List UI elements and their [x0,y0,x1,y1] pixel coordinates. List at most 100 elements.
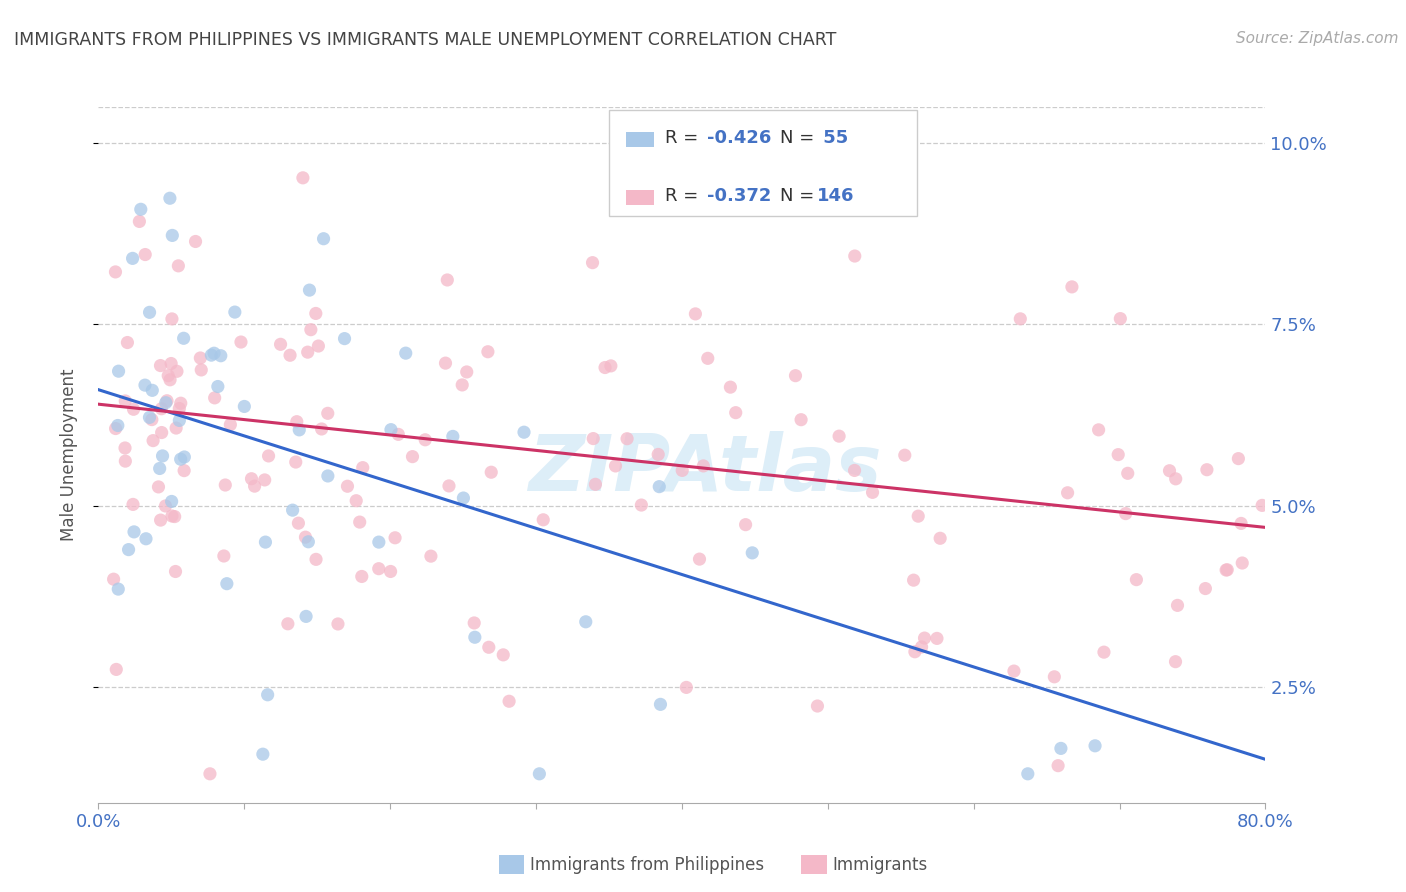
Point [117,542,139,557]
Text: Immigrants from Philippines: Immigrants from Philippines [530,856,765,874]
Point [204,391,226,405]
Point [184,235,207,249]
Point [257,449,280,463]
Point [295,609,318,624]
Point [718,380,741,394]
Point [159,191,181,205]
Point [117,335,139,350]
Point [200,348,222,362]
Point [270,337,292,351]
Point [294,530,316,544]
Point [316,406,339,420]
Point [806,698,828,713]
Text: Source: ZipAtlas.com: Source: ZipAtlas.com [1236,31,1399,46]
Point [114,393,136,408]
Point [1166,599,1188,613]
Point [513,425,536,440]
Point [785,368,807,383]
Point [219,417,242,432]
Point [531,513,554,527]
Point [122,524,145,539]
Point [828,429,851,443]
Point [152,449,174,463]
Point [419,549,441,563]
Point [1216,563,1239,577]
Point [894,448,917,462]
Point [1043,670,1066,684]
Point [401,450,423,464]
Point [214,478,236,492]
Text: N =: N = [780,187,820,205]
Point [434,356,457,370]
Point [121,252,143,266]
Point [122,497,145,511]
Point [605,458,627,473]
Point [1227,451,1250,466]
Point [160,508,183,523]
Point [104,421,127,435]
Point [1060,280,1083,294]
Point [165,421,187,435]
Text: R =: R = [665,187,704,205]
Point [1092,645,1115,659]
Point [107,418,129,433]
Text: -0.372: -0.372 [707,187,772,205]
Point [1115,507,1137,521]
Point [350,569,373,583]
Point [202,346,225,360]
Point [307,339,329,353]
Point [844,249,866,263]
Point [165,565,187,579]
Point [575,615,598,629]
Point [155,499,177,513]
Point [395,346,418,360]
Point [790,413,813,427]
Point [316,469,339,483]
Point [107,582,129,596]
Point [277,616,299,631]
Y-axis label: Male Unemployment: Male Unemployment [59,368,77,541]
Point [103,572,125,586]
Point [671,463,693,477]
Point [910,640,932,654]
Point [1164,655,1187,669]
Point [914,631,936,645]
Point [107,364,129,378]
Point [1002,664,1025,678]
Point [1251,499,1274,513]
Point [170,452,193,467]
Point [305,552,328,566]
Point [138,305,160,319]
Point [104,265,127,279]
Point [741,546,763,560]
Text: N =: N = [780,129,820,147]
Point [167,259,190,273]
Point [229,334,252,349]
Point [1047,758,1070,772]
Point [212,549,235,563]
Point [903,573,925,587]
Point [336,479,359,493]
Point [299,323,322,337]
Point [163,509,186,524]
Point [686,188,709,202]
Point [157,368,180,383]
Point [128,214,150,228]
Point [689,552,711,566]
Text: IMMIGRANTS FROM PHILIPPINES VS IMMIGRANTS MALE UNEMPLOYMENT CORRELATION CHART: IMMIGRANTS FROM PHILIPPINES VS IMMIGRANT… [14,31,837,49]
Point [122,402,145,417]
Point [492,648,515,662]
Point [134,247,156,261]
Point [149,513,172,527]
Point [582,432,605,446]
Text: -0.426: -0.426 [707,129,772,147]
Point [616,432,638,446]
Point [166,364,188,378]
Point [436,273,458,287]
Point [240,472,263,486]
Point [1230,516,1253,531]
Point [477,344,499,359]
Point [188,351,211,365]
Point [160,312,183,326]
Point [305,306,328,320]
